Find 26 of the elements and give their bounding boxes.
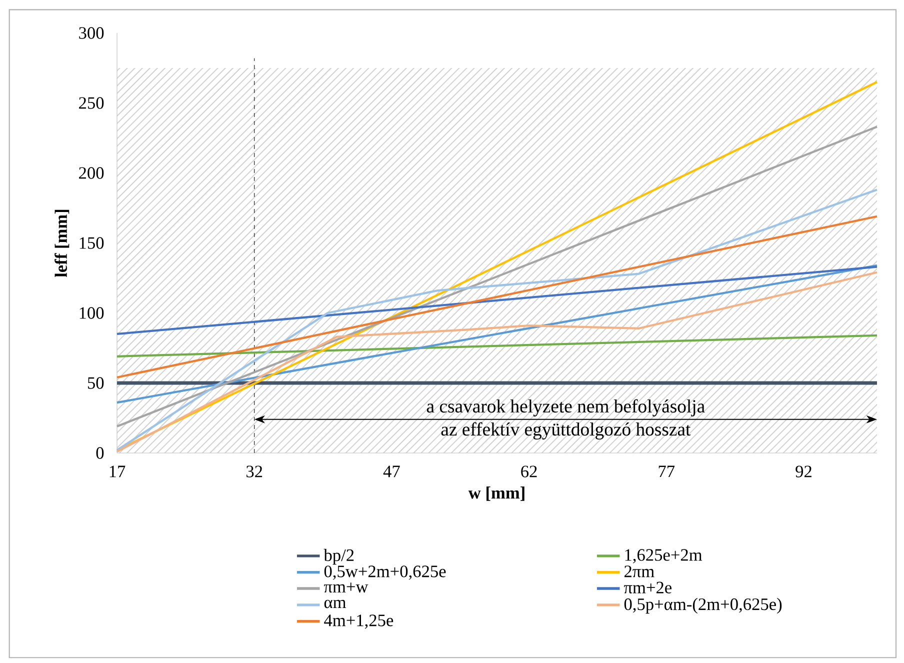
- legend-label: 0,5w+2m+0,625e: [324, 566, 446, 580]
- x-tick-label: 32: [246, 466, 262, 478]
- legend-label: bp/2: [324, 548, 354, 565]
- y-tick-label: 0: [96, 447, 104, 459]
- y-axis-title: leff [mm]: [54, 210, 70, 278]
- y-tick-label: 300: [79, 27, 104, 39]
- legend-label: αm: [324, 600, 346, 608]
- x-tick-label: 17: [110, 466, 126, 478]
- x-tick-label: 62: [521, 466, 537, 478]
- x-tick-label: 77: [658, 466, 675, 478]
- legend-label: 4m+1,25e: [324, 614, 394, 629]
- legend-label: 2πm: [624, 566, 654, 578]
- y-tick-label: 150: [80, 237, 104, 249]
- y-tick-label: 100: [80, 307, 104, 319]
- annotation: a csavarok helyzete nem befolyásolja: [426, 399, 705, 416]
- x-tick-label: 47: [383, 466, 400, 478]
- legend-label: 1,625e+2m: [625, 549, 702, 564]
- y-tick-label: 200: [79, 167, 104, 179]
- legend-label: πm+w: [324, 582, 368, 593]
- x-axis-title: w [mm]: [468, 486, 524, 501]
- annotation: az effektív együttdolgozó hosszat: [441, 422, 691, 440]
- legend-label: πm+2e: [624, 582, 672, 594]
- legend-label: 0,5p+αm-(2m+0,625e): [624, 598, 782, 614]
- y-tick-label: 50: [88, 377, 104, 389]
- x-tick-label: 92: [796, 466, 812, 478]
- y-tick-label: 250: [79, 97, 104, 109]
